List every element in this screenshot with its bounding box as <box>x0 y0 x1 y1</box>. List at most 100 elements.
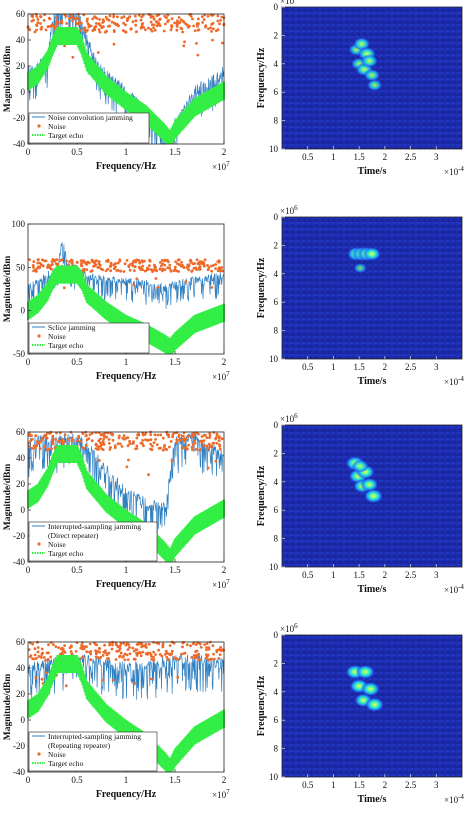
noise-point <box>141 650 145 654</box>
noise-point <box>181 30 185 34</box>
noise-point <box>119 442 122 446</box>
noise-point <box>111 643 114 647</box>
x-tick-label: 1.5 <box>169 565 181 575</box>
echo-point <box>121 717 124 736</box>
echo-point <box>189 521 192 540</box>
spectrogram-background <box>282 217 462 359</box>
noise-point <box>93 15 96 19</box>
x-tick-label: 3 <box>434 362 439 372</box>
echo-point <box>45 284 48 303</box>
legend-box <box>28 112 150 144</box>
echo-point <box>83 464 86 483</box>
echo-point <box>126 92 129 111</box>
noise-point <box>36 18 40 21</box>
echo-point <box>43 55 46 74</box>
spectrogram-hotspots <box>348 37 383 91</box>
series-line-jamming <box>27 432 225 538</box>
echo-point <box>36 295 39 314</box>
noise-point <box>54 645 58 648</box>
echo-point <box>101 699 103 718</box>
echo-point <box>219 501 222 520</box>
noise-point <box>38 261 42 265</box>
x-tick-label: 1 <box>331 570 336 580</box>
echo-point <box>120 88 123 107</box>
echo-point <box>169 129 172 144</box>
echo-point <box>40 688 43 707</box>
echo-point <box>37 692 40 711</box>
echo-point <box>122 90 125 109</box>
echo-point <box>102 72 105 91</box>
echo-point <box>39 690 41 709</box>
echo-point <box>162 750 164 769</box>
noise-point <box>207 442 211 446</box>
noise-point <box>44 259 48 263</box>
echo-point <box>68 265 71 284</box>
noise-point <box>154 267 157 271</box>
echo-point <box>111 709 114 728</box>
echo-point <box>164 334 167 353</box>
echo-point <box>128 94 131 113</box>
x-tick-label: 2.5 <box>405 362 417 372</box>
noise-point <box>80 262 83 265</box>
noise-point <box>215 441 219 445</box>
noise-point <box>195 258 199 262</box>
echo-point <box>172 540 175 559</box>
x-exponent-power: 7 <box>226 160 230 168</box>
echo-point <box>98 486 101 505</box>
noise-point <box>38 266 42 269</box>
echo-point <box>220 304 223 323</box>
noise-point <box>149 442 153 446</box>
y-exponent-base: ×10 <box>280 414 295 424</box>
echo-point <box>81 39 84 58</box>
noise-point <box>148 651 152 655</box>
echo-point <box>45 470 48 489</box>
noise-point <box>138 265 141 269</box>
echo-point <box>159 120 162 139</box>
noise-point <box>68 16 71 20</box>
noise-point <box>220 266 224 269</box>
noise-point <box>97 656 101 660</box>
noise-point <box>216 28 220 32</box>
echo-point <box>203 311 206 330</box>
echo-point <box>121 89 124 108</box>
echo-point <box>67 27 70 45</box>
noise-point <box>106 657 109 660</box>
noise-point <box>53 259 56 263</box>
noise-point <box>136 651 140 655</box>
noise-point <box>137 13 141 17</box>
noise-point <box>134 260 138 264</box>
noise-point <box>124 643 128 647</box>
noise-point <box>102 437 106 441</box>
echo-point <box>96 694 99 712</box>
y-tick-label: 40 <box>16 35 26 45</box>
noise-point <box>97 22 101 25</box>
noise-point <box>170 649 174 653</box>
echo-point <box>36 66 39 84</box>
echo-point <box>85 284 88 303</box>
echo-point <box>58 655 61 673</box>
echo-point <box>125 510 127 528</box>
y-tick-label: 2 <box>274 448 279 458</box>
y-axis-label: Magnitude/dBm <box>3 46 13 113</box>
noise-point <box>71 261 74 265</box>
noise-point <box>187 263 191 267</box>
x-exponent: ×107 <box>212 578 230 590</box>
echo-point <box>28 71 31 90</box>
noise-point <box>83 261 87 264</box>
noise-point <box>159 433 163 437</box>
noise-point <box>32 266 35 269</box>
echo-point <box>184 108 187 127</box>
echo-point <box>186 525 188 544</box>
echo-point <box>192 727 195 746</box>
noise-point <box>39 22 42 25</box>
noise-point <box>101 678 105 682</box>
legend: Interrupted-sampling jamming(Repeating r… <box>28 731 158 772</box>
echo-point <box>167 546 170 562</box>
x-tick-label: 0.5 <box>302 362 314 372</box>
y-tick-label: -40 <box>13 557 25 567</box>
echo-point <box>79 661 82 680</box>
noise-point <box>126 16 130 20</box>
noise-point <box>125 259 129 262</box>
y-exponent-power: 6 <box>294 0 298 2</box>
x-exponent: ×10-4 <box>444 583 464 595</box>
